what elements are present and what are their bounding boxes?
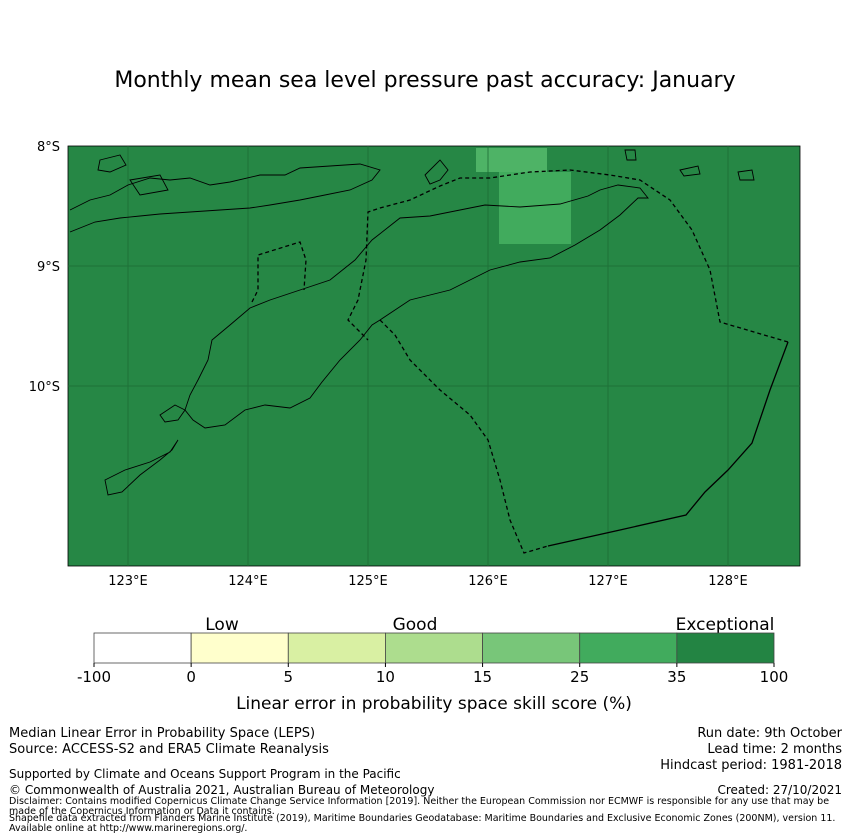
eez-boundary: [347, 169, 789, 343]
northern-islands: [737, 169, 755, 181]
colorbar-box: [93, 632, 192, 664]
rote-savu-islands: [159, 404, 186, 423]
copyright: © Commonwealth of Australia 2021, Austra…: [9, 783, 435, 797]
lat-label: 8°S: [37, 140, 60, 155]
eez-boundary: [251, 241, 307, 303]
lead-time: Lead time: 2 months: [707, 742, 842, 757]
skill-cell: [499, 172, 571, 244]
footer-right: Run date: 9th October Lead time: 2 month…: [660, 726, 842, 774]
eez-boundary: [379, 319, 549, 554]
leps-description: Median Linear Error in Probability Space…: [9, 726, 316, 741]
category-good: Good: [393, 615, 438, 635]
northern-islands: [624, 149, 637, 161]
lon-label: 128°E: [708, 574, 748, 589]
ocean-background: [67, 145, 801, 567]
colorbar-box: [385, 632, 483, 664]
colorbar-tick-label: 0: [186, 668, 196, 686]
category-exceptional: Exceptional: [676, 615, 775, 635]
colorbar-tick-label: 10: [376, 668, 395, 686]
coastlines: [69, 149, 755, 496]
lon-label: 123°E: [108, 574, 148, 589]
supported-by: Supported by Climate and Oceans Support …: [9, 767, 401, 781]
run-date: Run date: 9th October: [697, 726, 842, 741]
category-low: Low: [205, 615, 239, 635]
lat-label: 10°S: [29, 380, 60, 395]
northern-islands: [424, 159, 449, 185]
colorbar-ticks: -100 0 5 10 15 25 35 100: [77, 663, 788, 686]
gridlines: [68, 146, 800, 566]
created-date: Created: 27/10/2021: [717, 783, 842, 797]
timor-island: [184, 184, 649, 429]
chart-title: Monthly mean sea level pressure past acc…: [114, 68, 736, 93]
colorbar-label: Linear error in probability space skill …: [236, 694, 632, 714]
lon-label: 124°E: [228, 574, 268, 589]
colorbar-tick-label: 5: [284, 668, 294, 686]
northern-islands: [69, 163, 381, 233]
lon-label: 127°E: [588, 574, 628, 589]
colorbar-box: [287, 632, 386, 664]
lon-label: 126°E: [468, 574, 508, 589]
colorbar-tick-label: 15: [473, 668, 492, 686]
hindcast-period: Hindcast period: 1981-2018: [660, 758, 842, 773]
source-line: Source: ACCESS-S2 and ERA5 Climate Reana…: [9, 742, 329, 757]
colorbar-boxes: [93, 632, 775, 664]
colorbar-tick-label: 100: [760, 668, 789, 686]
colorbar-tick-label: -100: [77, 668, 111, 686]
map: 8°S 9°S 10°S 123°E 124°E 125°E 126°E 127…: [29, 140, 801, 589]
colorbar-box: [482, 632, 581, 664]
colorbar-box: [676, 632, 775, 664]
lat-label: 9°S: [37, 260, 60, 275]
northern-islands: [679, 165, 701, 177]
eez-boundaries: [251, 169, 789, 554]
disclaimer: Disclaimer: Contains modified Copernicus…: [9, 796, 830, 817]
colorbar: Low Good Exceptional -100 0 5 10 15 25 35 100 L…: [77, 615, 788, 714]
colorbar-box: [190, 632, 289, 664]
lon-label: 125°E: [348, 574, 388, 589]
rote-savu-islands: [104, 439, 179, 496]
footer-left: Median Linear Error in Probability Space…: [9, 726, 329, 758]
eez-boundary: [547, 341, 789, 547]
northern-islands: [129, 174, 169, 196]
skill-cell: [476, 148, 547, 172]
colorbar-tick-label: 35: [667, 668, 686, 686]
shapefile-credit: Shapefile data extracted from Flanders M…: [9, 813, 836, 834]
colorbar-box: [579, 632, 678, 664]
colorbar-tick-label: 25: [570, 668, 589, 686]
northern-islands: [97, 154, 127, 173]
